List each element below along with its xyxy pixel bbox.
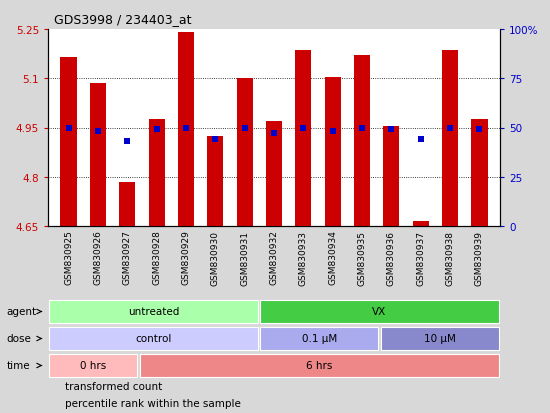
Bar (207, 136, 223, 226)
Bar (266, 122, 282, 226)
Text: VX: VX (372, 307, 387, 317)
Bar (412, 221, 429, 226)
Text: 6 hrs: 6 hrs (306, 361, 332, 370)
Bar (236, 79, 252, 226)
Text: GSM830937: GSM830937 (416, 230, 425, 285)
Bar (383, 126, 399, 226)
Text: untreated: untreated (128, 307, 179, 317)
Text: GSM830931: GSM830931 (240, 230, 249, 285)
Bar (148, 120, 164, 226)
Text: time: time (7, 361, 30, 370)
Text: GSM830933: GSM830933 (299, 230, 308, 285)
Text: transformed count: transformed count (65, 381, 162, 391)
Bar (49, 354, 137, 377)
Bar (49, 300, 258, 324)
Bar (324, 77, 341, 226)
Text: GSM830935: GSM830935 (358, 230, 366, 285)
Text: GSM830932: GSM830932 (270, 230, 278, 285)
Text: GSM830928: GSM830928 (152, 230, 161, 285)
Text: GSM830938: GSM830938 (446, 230, 455, 285)
Text: GDS3998 / 234403_at: GDS3998 / 234403_at (53, 13, 191, 26)
Bar (260, 327, 378, 351)
Text: 0.1 μM: 0.1 μM (301, 334, 337, 344)
Bar (381, 327, 499, 351)
Text: agent: agent (7, 307, 37, 317)
Bar (119, 182, 135, 226)
Text: percentile rank within the sample: percentile rank within the sample (65, 398, 241, 408)
Bar (260, 300, 499, 324)
Bar (140, 354, 499, 377)
Text: GSM830929: GSM830929 (182, 230, 190, 285)
Text: GSM830934: GSM830934 (328, 230, 337, 285)
Bar (295, 51, 311, 226)
Bar (60, 58, 76, 226)
Text: GSM830927: GSM830927 (123, 230, 132, 285)
Bar (354, 56, 370, 226)
Bar (178, 33, 194, 226)
Bar (49, 327, 258, 351)
Bar (471, 120, 487, 226)
Text: GSM830936: GSM830936 (387, 230, 396, 285)
Text: GSM830930: GSM830930 (211, 230, 220, 285)
Text: 0 hrs: 0 hrs (80, 361, 106, 370)
Bar (442, 51, 458, 226)
Text: dose: dose (7, 334, 31, 344)
Text: GSM830939: GSM830939 (475, 230, 484, 285)
Text: 10 μM: 10 μM (424, 334, 455, 344)
Text: control: control (135, 334, 172, 344)
Text: GSM830926: GSM830926 (94, 230, 102, 285)
Text: GSM830925: GSM830925 (64, 230, 73, 285)
Bar (90, 84, 106, 226)
